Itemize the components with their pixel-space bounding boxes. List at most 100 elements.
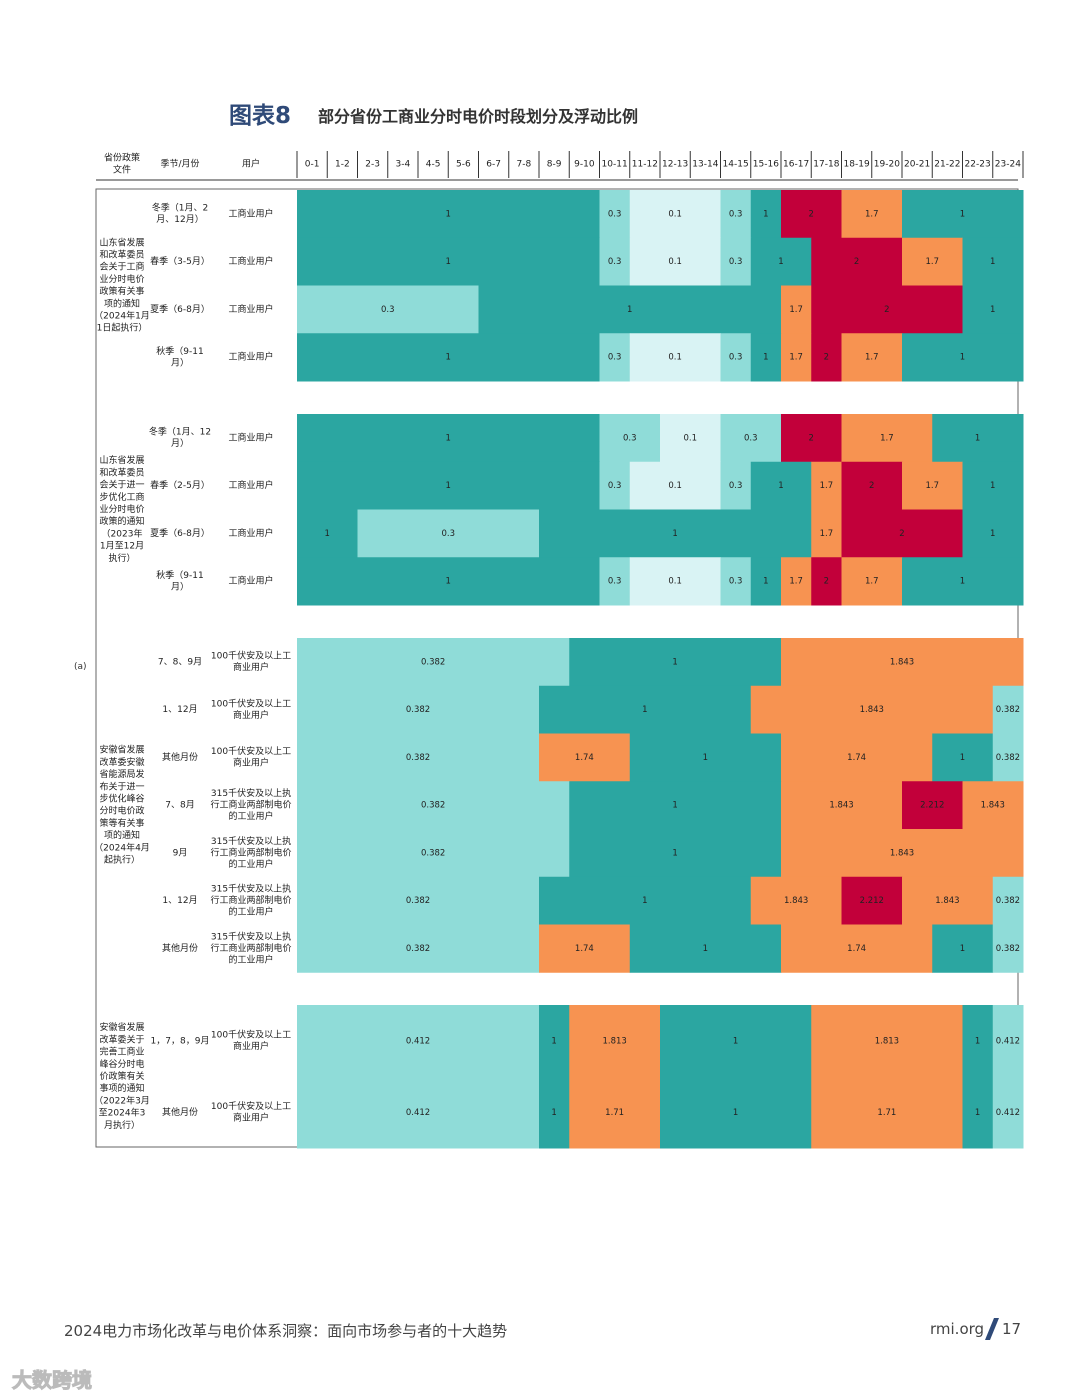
policy-doc-label: （2023年 bbox=[102, 527, 143, 539]
price-value-label: 0.3 bbox=[441, 529, 455, 539]
price-value-label: 1 bbox=[990, 257, 995, 267]
season-label: 9月 bbox=[173, 847, 188, 858]
user-label: 商业用户 bbox=[233, 709, 269, 721]
policy-doc-label: 事项的通知 bbox=[99, 1082, 144, 1094]
hour-tick-label: 5-6 bbox=[456, 160, 471, 170]
price-block bbox=[902, 876, 994, 925]
user-label: 工商业用户 bbox=[228, 255, 273, 267]
price-value-label: 1 bbox=[960, 577, 965, 587]
policy-doc-label: 山东省发展 bbox=[99, 454, 144, 466]
price-value-label: 1.7 bbox=[925, 481, 939, 491]
price-value-label: 2 bbox=[869, 481, 874, 491]
price-value-label: 0.3 bbox=[608, 481, 622, 491]
user-label: 工商业用户 bbox=[228, 207, 273, 219]
price-block bbox=[781, 781, 903, 830]
price-block bbox=[720, 333, 752, 382]
price-block bbox=[569, 829, 782, 878]
price-block bbox=[811, 1005, 963, 1077]
figure-label: 图表8 bbox=[229, 103, 292, 129]
price-value-label: 1 bbox=[733, 1036, 738, 1046]
user-label: 商业用户 bbox=[233, 1112, 269, 1124]
price-block bbox=[629, 461, 721, 510]
price-block bbox=[569, 1005, 661, 1077]
price-block bbox=[962, 1076, 994, 1149]
price-value-label: 1.74 bbox=[847, 753, 866, 763]
price-block bbox=[841, 509, 963, 558]
hour-tick-label: 22-23 bbox=[965, 160, 991, 170]
price-block bbox=[539, 1005, 570, 1077]
price-value-label: 1 bbox=[551, 1036, 556, 1046]
price-value-label: 1 bbox=[325, 529, 330, 539]
price-block bbox=[599, 461, 631, 510]
footer-report-title: 2024电力市场化改革与电价体系洞察：面向市场参与者的十大趋势 bbox=[64, 1322, 508, 1340]
policy-doc-label: 步优化峰谷 bbox=[99, 793, 144, 805]
policy-doc-label: 1日起执行） bbox=[97, 322, 148, 334]
policy-doc-label: 布关于进一 bbox=[99, 780, 144, 792]
user-label: 的工业用户 bbox=[228, 858, 273, 870]
price-value-label: 0.382 bbox=[996, 944, 1020, 954]
user-label: 315千伏安及以上执 bbox=[211, 883, 291, 895]
policy-doc-label: 和改革委员 bbox=[99, 249, 144, 261]
price-value-label: 1.7 bbox=[789, 305, 803, 315]
price-value-label: 1 bbox=[763, 577, 768, 587]
policy-doc-label: 山东省发展 bbox=[99, 236, 144, 248]
price-value-label: 1.7 bbox=[925, 257, 939, 267]
price-value-label: 0.3 bbox=[729, 209, 743, 219]
price-value-label: 2.212 bbox=[860, 896, 884, 906]
price-value-label: 1 bbox=[763, 209, 768, 219]
user-label: 商业用户 bbox=[233, 757, 269, 769]
price-value-label: 1.843 bbox=[784, 896, 808, 906]
price-block bbox=[660, 1005, 812, 1077]
price-value-label: 0.3 bbox=[608, 353, 622, 363]
price-block bbox=[569, 1076, 661, 1149]
hour-tick-label: 8-9 bbox=[547, 160, 562, 170]
user-label: 100千伏安及以上工 bbox=[211, 650, 291, 662]
price-value-label: 1.7 bbox=[789, 577, 803, 587]
price-value-label: 1 bbox=[990, 305, 995, 315]
price-block bbox=[992, 733, 1024, 782]
price-block bbox=[539, 685, 752, 734]
price-value-label: 1 bbox=[446, 353, 451, 363]
user-label: 行工商业两部制电价 bbox=[210, 846, 291, 858]
price-value-label: 2 bbox=[854, 257, 859, 267]
season-label: 1、12月 bbox=[162, 895, 197, 906]
price-block bbox=[750, 876, 842, 925]
price-value-label: 1.7 bbox=[820, 529, 834, 539]
header-user: 用户 bbox=[242, 158, 260, 170]
policy-doc-label: 月执行） bbox=[104, 1119, 140, 1131]
price-value-label: 1 bbox=[990, 481, 995, 491]
price-block bbox=[992, 876, 1024, 925]
policy-doc-label: 会关于进一 bbox=[99, 479, 144, 491]
price-block bbox=[297, 1005, 540, 1077]
price-value-label: 1.843 bbox=[829, 801, 853, 811]
price-block bbox=[297, 461, 600, 510]
price-block bbox=[297, 414, 600, 463]
price-value-label: 0.1 bbox=[668, 353, 682, 363]
price-value-label: 0.412 bbox=[406, 1036, 430, 1046]
user-label: 工商业用户 bbox=[228, 351, 273, 363]
price-block bbox=[841, 461, 903, 510]
season-label: 月） bbox=[171, 581, 189, 592]
price-value-label: 1.74 bbox=[847, 944, 866, 954]
price-block bbox=[992, 685, 1024, 734]
price-block bbox=[599, 557, 631, 606]
price-value-label: 0.382 bbox=[421, 801, 445, 811]
price-block bbox=[932, 414, 1024, 463]
season-label: 其他月份 bbox=[162, 942, 198, 954]
price-block bbox=[629, 237, 721, 286]
price-value-label: 1.7 bbox=[865, 577, 879, 587]
policy-doc-label: 起执行） bbox=[104, 854, 140, 866]
hour-tick-label: 10-11 bbox=[602, 160, 628, 170]
price-value-label: 0.382 bbox=[421, 848, 445, 858]
hour-tick-label: 14-15 bbox=[723, 160, 749, 170]
price-block bbox=[781, 190, 842, 239]
user-label: 100千伏安及以上工 bbox=[211, 1029, 291, 1041]
hour-tick-label: 1-2 bbox=[335, 160, 350, 170]
policy-doc-label: 执行） bbox=[108, 552, 135, 564]
policy-doc-label: 政策的通知 bbox=[99, 515, 144, 527]
user-label: 工商业用户 bbox=[228, 431, 273, 443]
price-block bbox=[629, 557, 721, 606]
price-block bbox=[629, 924, 782, 973]
price-block bbox=[750, 557, 782, 606]
price-value-label: 0.3 bbox=[729, 481, 743, 491]
